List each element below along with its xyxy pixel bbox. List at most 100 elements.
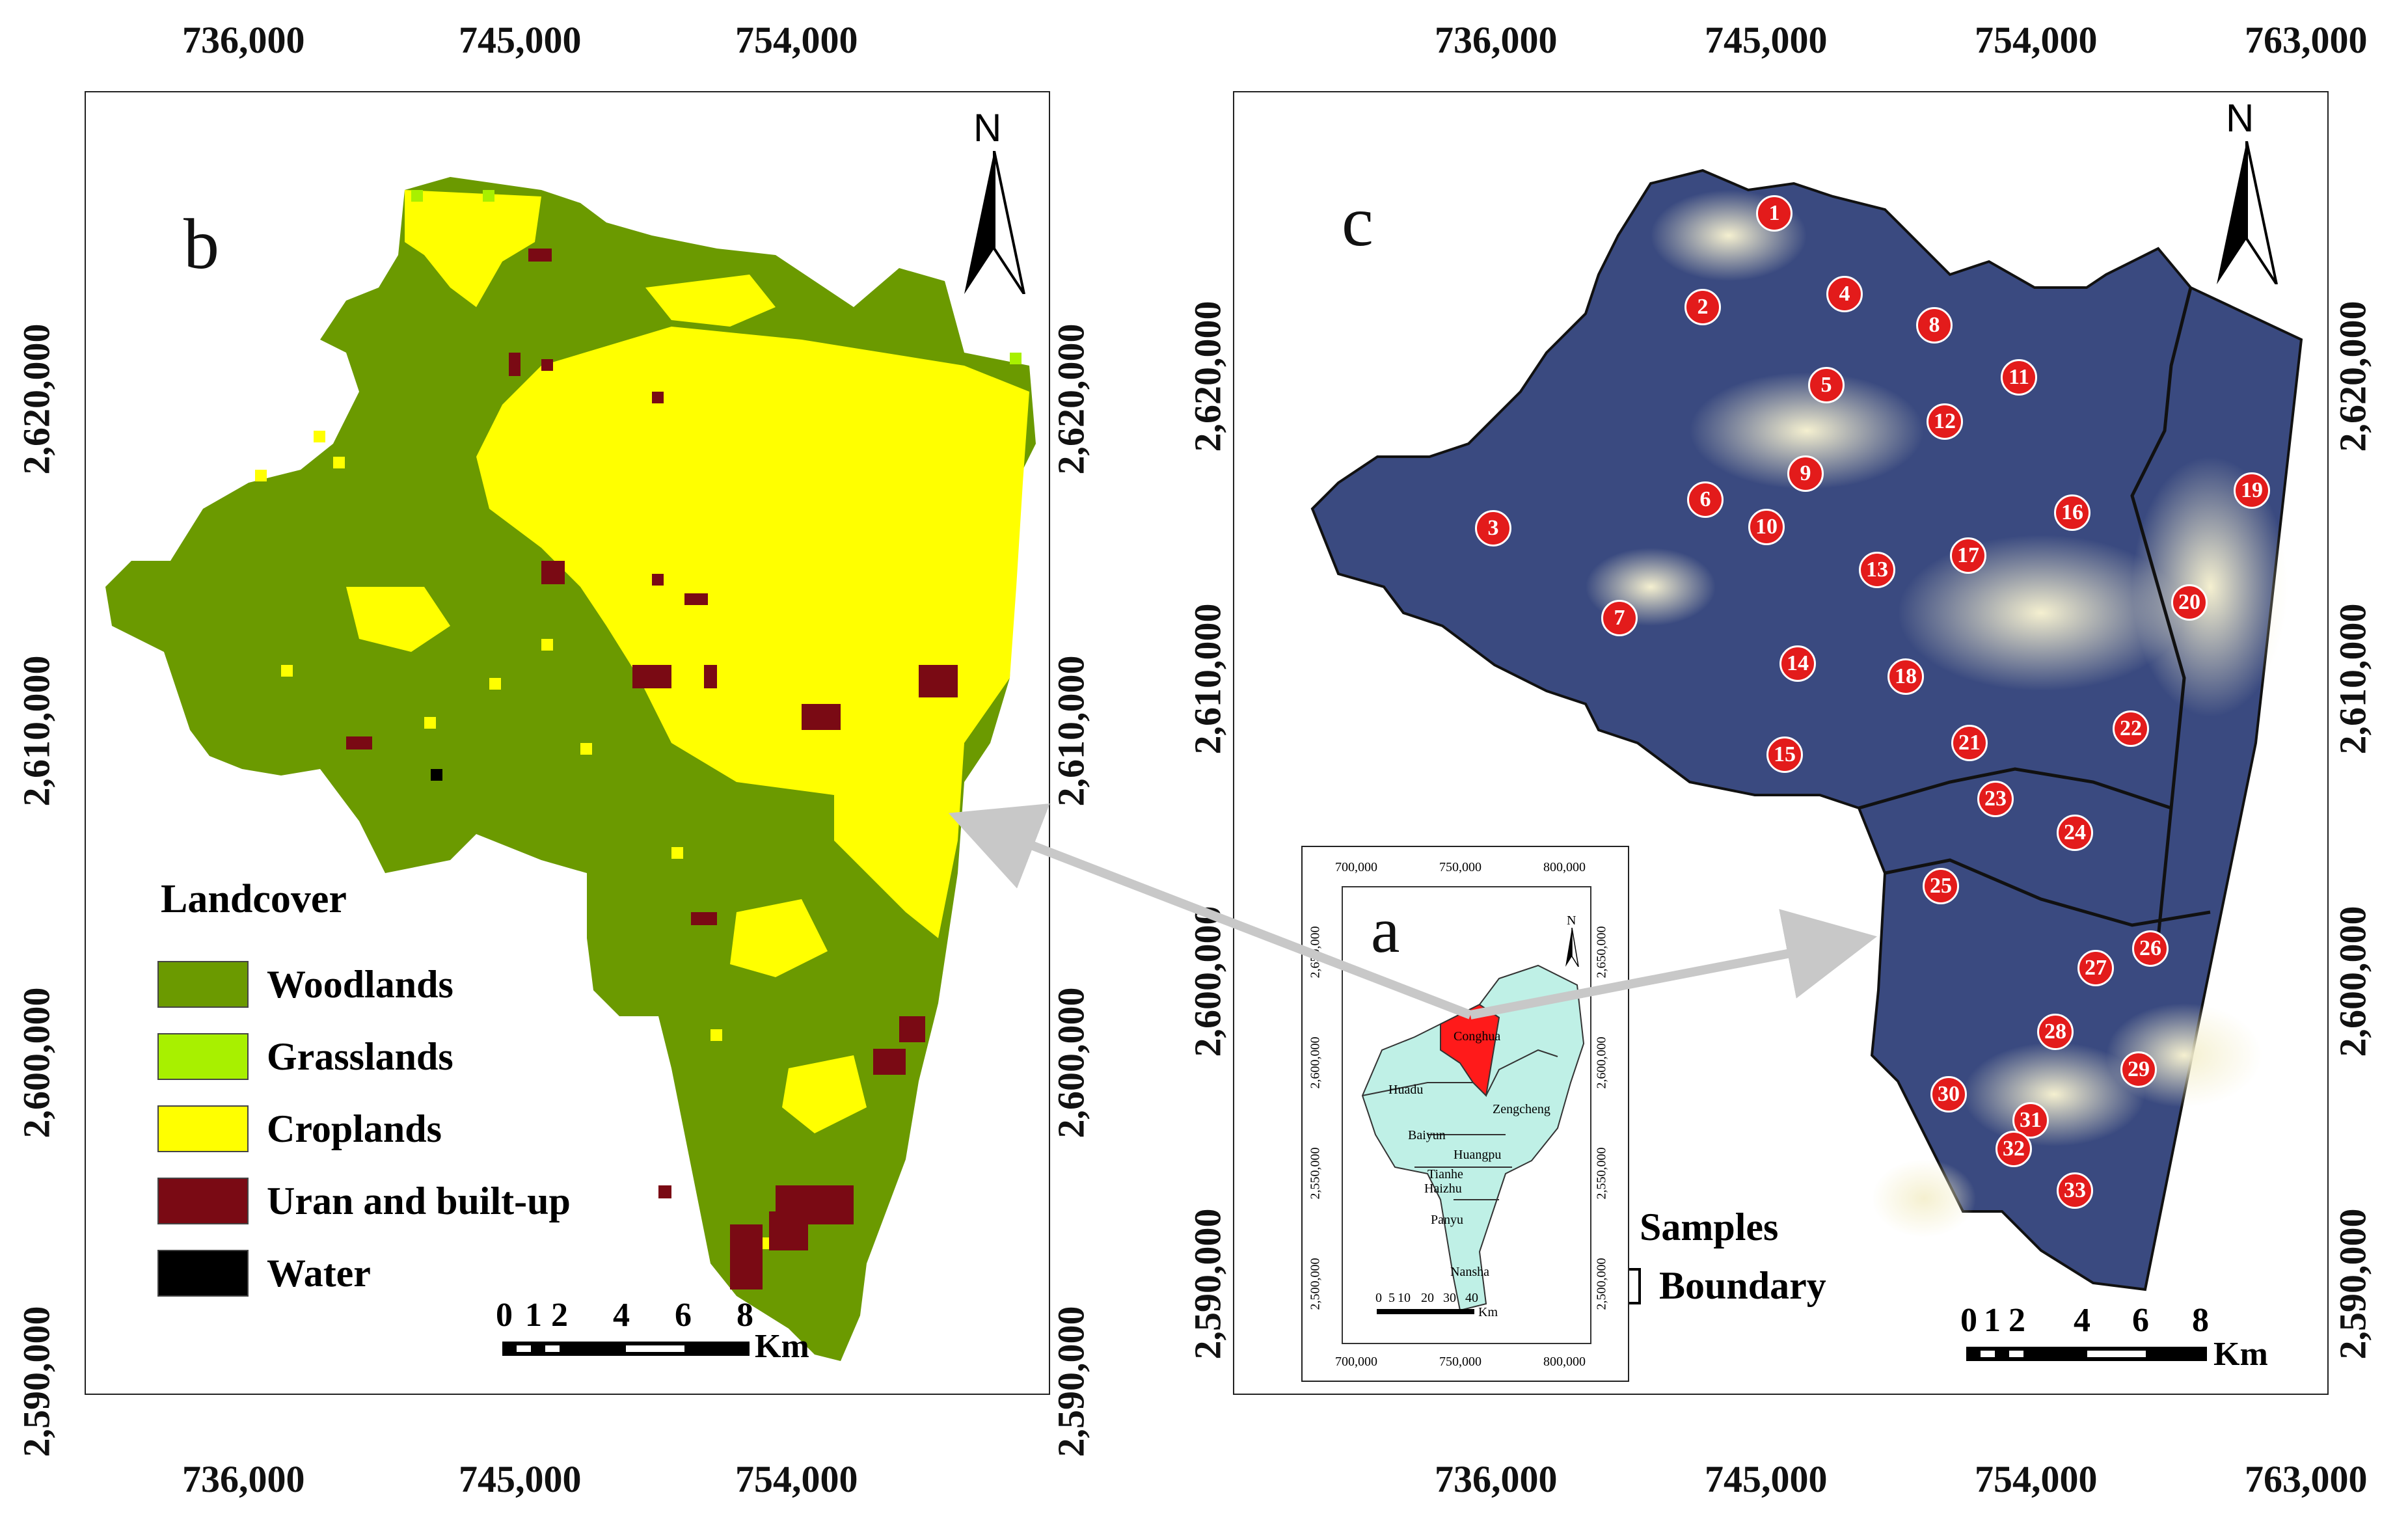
sample-point: 12 [1927, 403, 1963, 440]
inset-x-tick: 700,000 [1335, 860, 1377, 874]
district-label: Baiyun [1408, 1128, 1446, 1142]
inset-x-tick: 800,000 [1543, 860, 1586, 874]
x-tick-top: 754,000 [735, 19, 858, 61]
district-label: Tianhe [1427, 1167, 1463, 1181]
inset-scalebar-bar [1377, 1309, 1474, 1314]
legend-title: Landcover [161, 877, 347, 921]
cropland-pixels [255, 431, 852, 1249]
district-label: Huangpu [1454, 1148, 1502, 1162]
boundary-lines [1858, 287, 2211, 939]
district-label: Zengcheng [1493, 1102, 1550, 1116]
legend-swatch [157, 1250, 249, 1297]
sample-point: 18 [1887, 658, 1924, 695]
landcover-map [105, 177, 1036, 1361]
inset-y-tick: 2,650,000 [1308, 926, 1323, 978]
north-arrow-icon [964, 151, 1025, 294]
inset-x-tick: 700,000 [1335, 1355, 1377, 1369]
study-area-image [1310, 169, 2303, 1291]
guangzhou-map [1361, 964, 1585, 1312]
legend-swatch [157, 1105, 249, 1152]
inset-y-tick: 2,550,000 [1308, 1147, 1323, 1200]
sample-point: 23 [1977, 781, 2014, 817]
panel-b-map-frame: b N Landcover Woodlands Grasslands Cropl… [85, 91, 1050, 1395]
district-label: Panyu [1431, 1213, 1463, 1227]
sample-point: 26 [2132, 930, 2169, 967]
inset-y-tick: 2,650,000 [1594, 926, 1609, 978]
x-tick-top: 745,000 [1705, 19, 1828, 61]
district-label: Conghua [1454, 1029, 1501, 1044]
inset-y-tick: 2,550,000 [1594, 1147, 1609, 1200]
y-tick-left: 2,590,000 [1186, 1208, 1229, 1360]
sample-point: 22 [2113, 710, 2149, 747]
sample-point: 24 [2057, 815, 2093, 851]
y-tick-left: 2,600,000 [15, 987, 58, 1139]
y-tick-right: 2,610,000 [1049, 655, 1092, 807]
y-tick-left: 2,620,000 [15, 323, 58, 475]
inset-y-tick: 2,600,000 [1308, 1036, 1323, 1089]
y-tick-right: 2,620,000 [2331, 301, 2374, 452]
sample-point: 31 [2012, 1102, 2049, 1139]
sample-point: 2 [1684, 289, 1721, 325]
sample-point: 16 [2054, 494, 2090, 531]
sample-point: 13 [1859, 552, 1895, 588]
x-tick-bottom: 745,000 [459, 1458, 582, 1500]
grassland-pixels [411, 190, 1021, 364]
north-arrow-c: N [2210, 96, 2288, 284]
y-tick-left: 2,620,000 [1186, 301, 1229, 452]
sample-point: 1 [1756, 195, 1792, 232]
sample-point: 25 [1923, 868, 1959, 904]
inset-x-tick: 800,000 [1543, 1355, 1586, 1369]
sample-point: 20 [2171, 584, 2208, 621]
north-arrow-b: N [958, 105, 1036, 294]
x-tick-top: 754,000 [1975, 19, 2098, 61]
y-tick-right: 2,600,000 [1049, 987, 1092, 1139]
sample-point: 30 [1930, 1076, 1967, 1113]
legend-swatch [157, 1033, 249, 1080]
sample-point: 19 [2234, 472, 2270, 509]
x-tick-top: 736,000 [182, 19, 305, 61]
legend-item-urban: Uran and built-up [157, 1178, 571, 1224]
inset-x-tick: 750,000 [1439, 860, 1481, 874]
north-arrow-icon [2217, 141, 2278, 284]
north-letter: N [2226, 96, 2254, 140]
x-tick-bottom: 754,000 [1975, 1458, 2098, 1500]
legend-swatch [157, 961, 249, 1008]
sample-point: 9 [1787, 455, 1824, 492]
sample-point: 11 [2001, 359, 2037, 396]
inset-y-tick: 2,500,000 [1594, 1258, 1609, 1310]
inset-y-tick: 2,500,000 [1308, 1258, 1323, 1310]
sample-point: 7 [1601, 600, 1638, 636]
cropland-patches [346, 190, 1029, 1133]
legend-item-woodlands: Woodlands [157, 961, 453, 1008]
sample-point: 8 [1916, 307, 1953, 344]
y-tick-left: 2,610,000 [15, 655, 58, 807]
sample-point: 21 [1951, 725, 1988, 761]
y-tick-left: 2,590,000 [15, 1306, 58, 1457]
y-tick-right: 2,590,000 [2331, 1208, 2374, 1360]
north-letter: N [1567, 913, 1576, 928]
y-tick-left: 2,610,000 [1186, 603, 1229, 755]
x-tick-bottom: 763,000 [2245, 1458, 2368, 1500]
sample-point: 15 [1766, 736, 1803, 773]
y-tick-right: 2,620,000 [1049, 323, 1092, 475]
sample-point: 32 [1995, 1131, 2032, 1167]
sample-point: 4 [1826, 276, 1863, 312]
district-label: Haizhu [1424, 1181, 1462, 1196]
bright-patches [1586, 190, 2288, 1237]
sample-point: 27 [2077, 950, 2114, 986]
x-tick-bottom: 736,000 [182, 1458, 305, 1500]
legend-item-water: Water [157, 1250, 371, 1297]
scalebar-bar [502, 1342, 750, 1356]
district-label: Huadu [1388, 1083, 1424, 1097]
panel-b-label: b [183, 204, 219, 284]
x-tick-top: 736,000 [1435, 19, 1558, 61]
inset-map-area: Conghua Huadu Zengcheng Baiyun Huangpu T… [1342, 886, 1591, 1344]
urban-patches [346, 249, 958, 1289]
north-arrow-icon [1565, 928, 1579, 967]
sample-point: 33 [2057, 1172, 2093, 1209]
north-letter: N [973, 106, 1002, 150]
panel-c-label: c [1342, 182, 1373, 261]
legend-item-croplands: Croplands [157, 1105, 442, 1152]
legend-item-grasslands: Grasslands [157, 1033, 453, 1080]
inset-x-tick: 750,000 [1439, 1355, 1481, 1369]
